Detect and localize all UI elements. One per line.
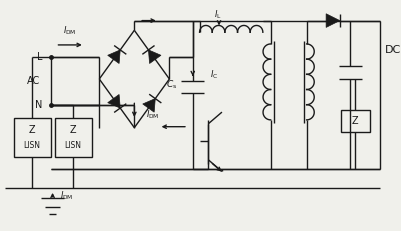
Text: LISN: LISN xyxy=(24,141,41,150)
Bar xyxy=(55,118,91,157)
Polygon shape xyxy=(108,50,120,64)
Bar xyxy=(14,118,51,157)
Text: $I_{\rm DM}$: $I_{\rm DM}$ xyxy=(146,109,160,121)
Text: DC: DC xyxy=(385,45,401,55)
Text: $I_{\rm L}$: $I_{\rm L}$ xyxy=(214,9,222,21)
Polygon shape xyxy=(326,14,340,27)
Polygon shape xyxy=(143,99,155,112)
Text: LISN: LISN xyxy=(65,141,81,150)
Text: $I_{\rm DM}$: $I_{\rm DM}$ xyxy=(61,190,74,202)
Bar xyxy=(341,110,370,132)
Text: $I_{\rm DM}$: $I_{\rm DM}$ xyxy=(63,25,77,37)
Text: L: L xyxy=(37,52,43,62)
Text: $I_{\rm C}$: $I_{\rm C}$ xyxy=(210,69,219,81)
Polygon shape xyxy=(148,50,161,64)
Text: Z: Z xyxy=(70,125,76,135)
Text: N: N xyxy=(35,100,43,110)
Text: $C_{\rm s}$: $C_{\rm s}$ xyxy=(166,79,177,91)
Text: Z: Z xyxy=(29,125,35,135)
Text: Z: Z xyxy=(352,116,358,126)
Polygon shape xyxy=(108,94,120,108)
Text: AC: AC xyxy=(26,76,40,86)
